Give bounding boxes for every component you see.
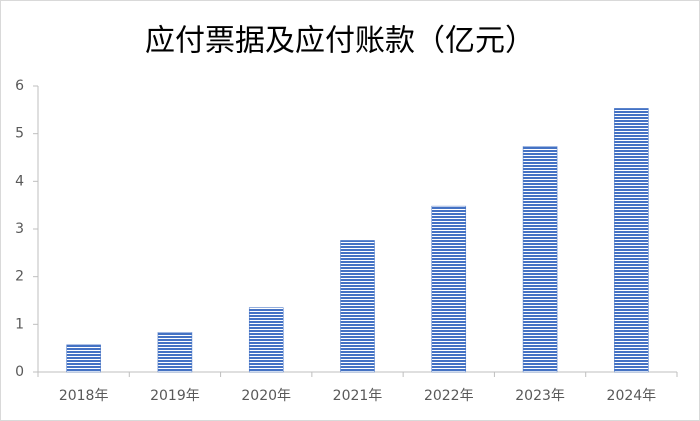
y-tick-label: 1 <box>15 316 24 332</box>
bar <box>340 240 375 373</box>
bar <box>248 307 284 373</box>
x-tick-label: 2024年 <box>607 388 657 404</box>
x-tick-label: 2019年 <box>150 388 200 404</box>
y-tick-label: 4 <box>15 173 24 189</box>
x-tick-label: 2020年 <box>241 388 291 404</box>
bar <box>614 108 649 373</box>
x-tick-label: 2023年 <box>515 388 565 404</box>
bar <box>522 146 558 373</box>
y-tick-label: 2 <box>15 269 24 285</box>
y-tick-label: 0 <box>15 364 24 380</box>
bar <box>431 205 467 373</box>
bar <box>157 332 193 373</box>
x-tick-label: 2021年 <box>333 388 383 404</box>
x-tick-label: 2022年 <box>424 388 474 404</box>
y-tick-label: 6 <box>15 78 24 94</box>
y-tick-label: 3 <box>15 221 24 237</box>
chart-title: 应付票据及应付账款（亿元） <box>145 24 535 59</box>
bar <box>66 344 101 373</box>
x-tick-label: 2018年 <box>59 388 109 404</box>
y-tick-label: 5 <box>15 126 24 142</box>
